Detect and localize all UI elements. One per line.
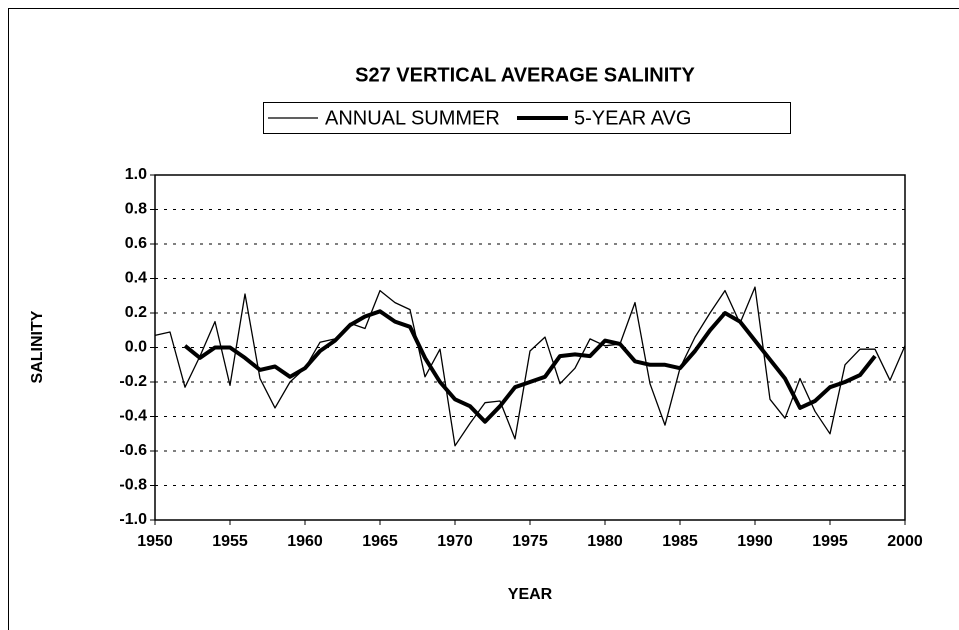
x-tick-label: 1995 [812,533,848,550]
y-tick-label: -0.2 [119,373,147,390]
series-line [154,286,906,447]
y-tick-label: -0.4 [119,408,147,425]
x-tick-label: 1985 [662,533,698,550]
x-tick-label: 1955 [212,533,248,550]
y-tick-label: -1.0 [119,511,147,528]
x-tick-label: 1970 [437,533,473,550]
y-tick-label: 0.2 [125,304,147,321]
x-tick-label: 1960 [287,533,323,550]
legend-label: 5-YEAR AVG [574,107,691,129]
x-tick-label: 1980 [587,533,623,550]
y-tick-label: 1.0 [125,166,147,183]
y-tick-label: 0.0 [125,339,147,356]
x-tick-label: 1990 [737,533,773,550]
y-axis-label: SALINITY [29,310,46,383]
y-tick-label: 0.4 [125,270,147,287]
y-tick-label: -0.6 [119,442,147,459]
y-tick-label: -0.8 [119,477,147,494]
x-tick-label: 1950 [137,533,173,550]
y-tick-label: 0.6 [125,235,147,252]
plot-area [154,174,906,521]
chart-title: S27 VERTICAL AVERAGE SALINITY [355,64,695,86]
legend-label: ANNUAL SUMMER [325,107,500,129]
x-tick-label: 1965 [362,533,398,550]
x-tick-label: 1975 [512,533,548,550]
x-tick-label: 2000 [887,533,923,550]
x-axis-label: YEAR [508,586,553,603]
y-tick-label: 0.8 [125,201,147,218]
legend: ANNUAL SUMMER 5-YEAR AVG [263,102,791,134]
series-line [183,309,877,424]
